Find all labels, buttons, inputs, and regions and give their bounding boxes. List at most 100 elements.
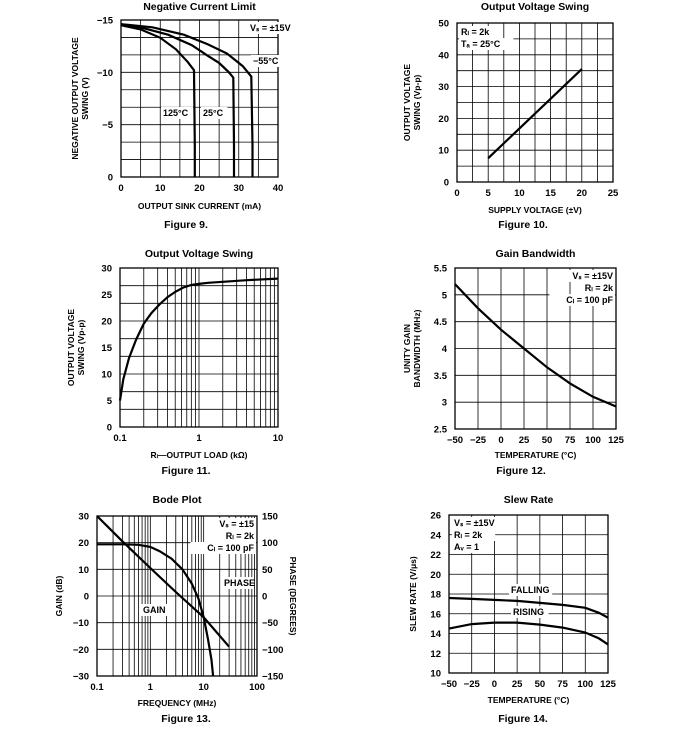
fig11-chart: Output Voltage Swing Figure 11. Rₗ—OUTPUT … [66,248,283,477]
fig12-annot-bg [549,294,615,306]
fig11-series-swing [118,277,279,401]
fig11-ytick: 0 [107,423,112,434]
fig14-annot-bg [511,606,549,618]
fig9-ytick: −10 [97,68,113,79]
fig13-xtick: 10 [198,682,209,693]
fig14-annot-bg [452,517,507,529]
fig11-ytick: 30 [101,264,112,275]
fig12-caption: Figure 12. [496,465,546,477]
fig12-xtick: 125 [608,435,625,446]
fig12-ytick: 4.5 [434,317,448,328]
fig9-annot-25: 25°C [203,108,224,118]
fig9-xtick: 30 [233,183,244,194]
fig12-ylabel-line: BANDWIDTH (MHz) [412,309,422,387]
fig14-ytick: 12 [430,649,441,660]
fig12-ytick: 3.5 [434,371,448,382]
fig9-xtick: 10 [155,183,166,194]
fig9-annot-bg [251,55,283,67]
fig9-annot-bg [201,107,228,119]
fig9-xtick: 40 [273,183,284,194]
fig10-xtick: 15 [545,188,556,199]
fig13-y2tick: 0 [262,592,267,603]
fig10-chart: Output Voltage Swing Figure 10. SUPPLY VOL… [402,1,619,231]
fig14-ylabel: SLEW RATE (V/μs) [408,556,418,632]
fig13-xtick: 1 [148,682,154,693]
fig14-xtick: −50 [441,679,457,690]
fig14-ytick: 10 [430,669,441,680]
fig14-annot-rl: Rₗ = 2k [454,530,483,540]
fig13-y2tick: 100 [262,538,278,549]
fig14-annot-bg [509,584,553,596]
fig10-title: Output Voltage Swing [481,1,589,13]
fig12-ylabel-line: UNITY GAIN [402,324,412,373]
fig9-xlabel: OUTPUT SINK CURRENT (mA) [138,201,261,211]
fig13-y2tick: −150 [262,672,283,683]
fig9-ytick: −5 [102,120,114,131]
fig10-ylabel-line: OUTPUT VOLTAGE [402,64,412,141]
fig14-series-falling [448,596,609,619]
fig10-ytick: 0 [444,178,449,189]
fig9-title: Negative Current Limit [143,1,256,13]
fig14-ytick: 22 [430,550,441,561]
fig11-ytick: 5 [107,396,113,407]
fig11-ylabel-line: SWING (Vp-p) [76,319,86,375]
fig13-annot-bg [207,518,256,530]
fig10-xlabel: SUPPLY VOLTAGE (±V) [488,205,582,215]
fig11-ytick: 15 [101,343,112,354]
fig14-series-rising [448,621,609,646]
fig14-ytick: 26 [430,511,441,522]
fig10-ytick: 30 [438,82,449,93]
fig14-annot-av: Aᵥ = 1 [454,542,479,552]
fig12-ytick: 5.5 [434,264,448,275]
fig9-annot-vs: Vₛ = ±15V [250,23,291,33]
fig10-series-swing [487,68,583,159]
fig10-ytick: 40 [438,50,449,61]
fig11-xtick: 0.1 [113,433,127,444]
fig12-xlabel: TEMPERATURE (°C) [495,450,577,460]
fig12-ytick: 3 [442,398,447,409]
fig13-annot-bg [222,577,254,589]
fig13-xlabel: FREQUENCY (MHz) [138,698,217,708]
fig10-xtick: 25 [608,188,619,199]
fig14-ytick: 24 [430,530,441,541]
fig13-y2label: PHASE (DEGREES) [288,557,298,636]
fig14-chart: Slew Rate Figure 14. TEMPERATURE (°C) SLEW … [408,494,617,725]
fig13-ytick: 10 [78,565,89,576]
fig14-xtick: 125 [600,679,617,690]
fig12-annot-bg [560,270,615,282]
fig10-ytick: 20 [438,114,449,125]
fig9-ytick: −15 [97,16,114,27]
fig13-chart: Bode Plot Figure 13. FREQUENCY (MHz) GAIN (… [54,494,298,725]
fig14-annot-rising: RISING [513,607,544,617]
fig9-chart: Negative Current Limit Figure 9. OUTPUT SI… [70,1,303,231]
fig13-series-phase [97,543,215,677]
fig14-caption: Figure 14. [498,713,548,725]
fig11-grid [120,268,278,427]
fig9-xtick: 0 [118,183,123,194]
fig13-y2tick: 50 [262,565,273,576]
fig13-ytick: 0 [84,592,89,603]
fig14-xtick: 75 [557,679,568,690]
fig11-ytick: 25 [101,290,112,301]
fig13-annot-rl: Rₗ = 2k [226,531,255,541]
fig10-xtick: 0 [454,188,459,199]
fig13-y2tick: 150 [262,512,278,523]
fig14-ytick: 20 [430,570,441,581]
fig9-xtick: 20 [194,183,205,194]
fig14-annot-bg [452,529,496,541]
fig13-series-gain [96,515,230,648]
fig9-frame [120,19,279,178]
fig11-xtick: 1 [196,433,202,444]
fig12-annot-bg [571,282,615,294]
fig9-ylabel-line: NEGATIVE OUTPUT VOLTAGE [70,37,80,160]
fig9-series--55-c [120,23,254,177]
fig12-xtick: 100 [585,435,601,446]
fig13-annot-bg [212,530,256,542]
fig11-caption: Figure 11. [161,465,210,477]
fig14-xtick: −25 [464,679,481,690]
fig13-ytick: 30 [78,512,89,523]
fig9-ylabel-line: SWING (V) [80,77,90,120]
fig11-frame [119,267,279,428]
fig13-xtick: 100 [249,682,265,693]
